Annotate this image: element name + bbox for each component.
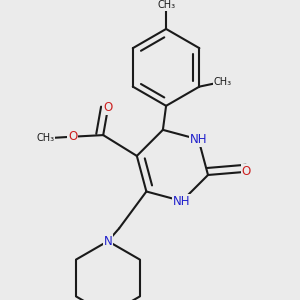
- Text: CH₃: CH₃: [157, 0, 175, 10]
- Text: CH₃: CH₃: [37, 133, 55, 143]
- Text: N: N: [103, 235, 112, 248]
- Text: O: O: [103, 101, 112, 114]
- Text: NH: NH: [190, 133, 207, 146]
- Text: CH₃: CH₃: [213, 77, 232, 87]
- Text: NH: NH: [173, 194, 191, 208]
- Text: O: O: [68, 130, 77, 143]
- Text: O: O: [242, 165, 251, 178]
